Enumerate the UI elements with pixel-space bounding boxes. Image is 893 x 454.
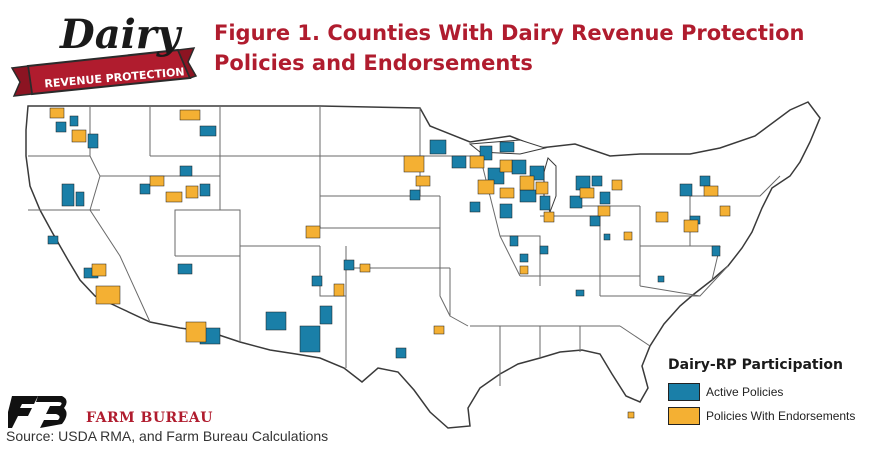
map-legend: Dairy-RP Participation Active Policies P… [668,357,888,427]
logo-word: Dairy [59,11,183,58]
legend-label-endorsements: Policies With Endorsements [706,409,856,423]
dairy-rp-logo: Dairy REVENUE PROTECTION [10,11,198,97]
legend-item-endorsements: Policies With Endorsements [668,405,888,427]
legend-swatch-endorsements [668,407,700,425]
farm-bureau-logo-icon [8,396,67,428]
legend-item-active: Active Policies [668,381,888,403]
legend-title: Dairy-RP Participation [668,357,843,373]
farm-bureau-name: FARM BUREAU [86,410,213,426]
us-county-map [25,101,821,429]
legend-swatch-active [668,383,700,401]
source-note: Source: USDA RMA, and Farm Bureau Calcul… [6,428,329,444]
figure-title: Figure 1. Counties With Dairy Revenue Pr… [214,21,805,75]
endorsement-counties [49,107,731,419]
legend-label-active: Active Policies [706,385,784,399]
state-borders [28,106,781,386]
